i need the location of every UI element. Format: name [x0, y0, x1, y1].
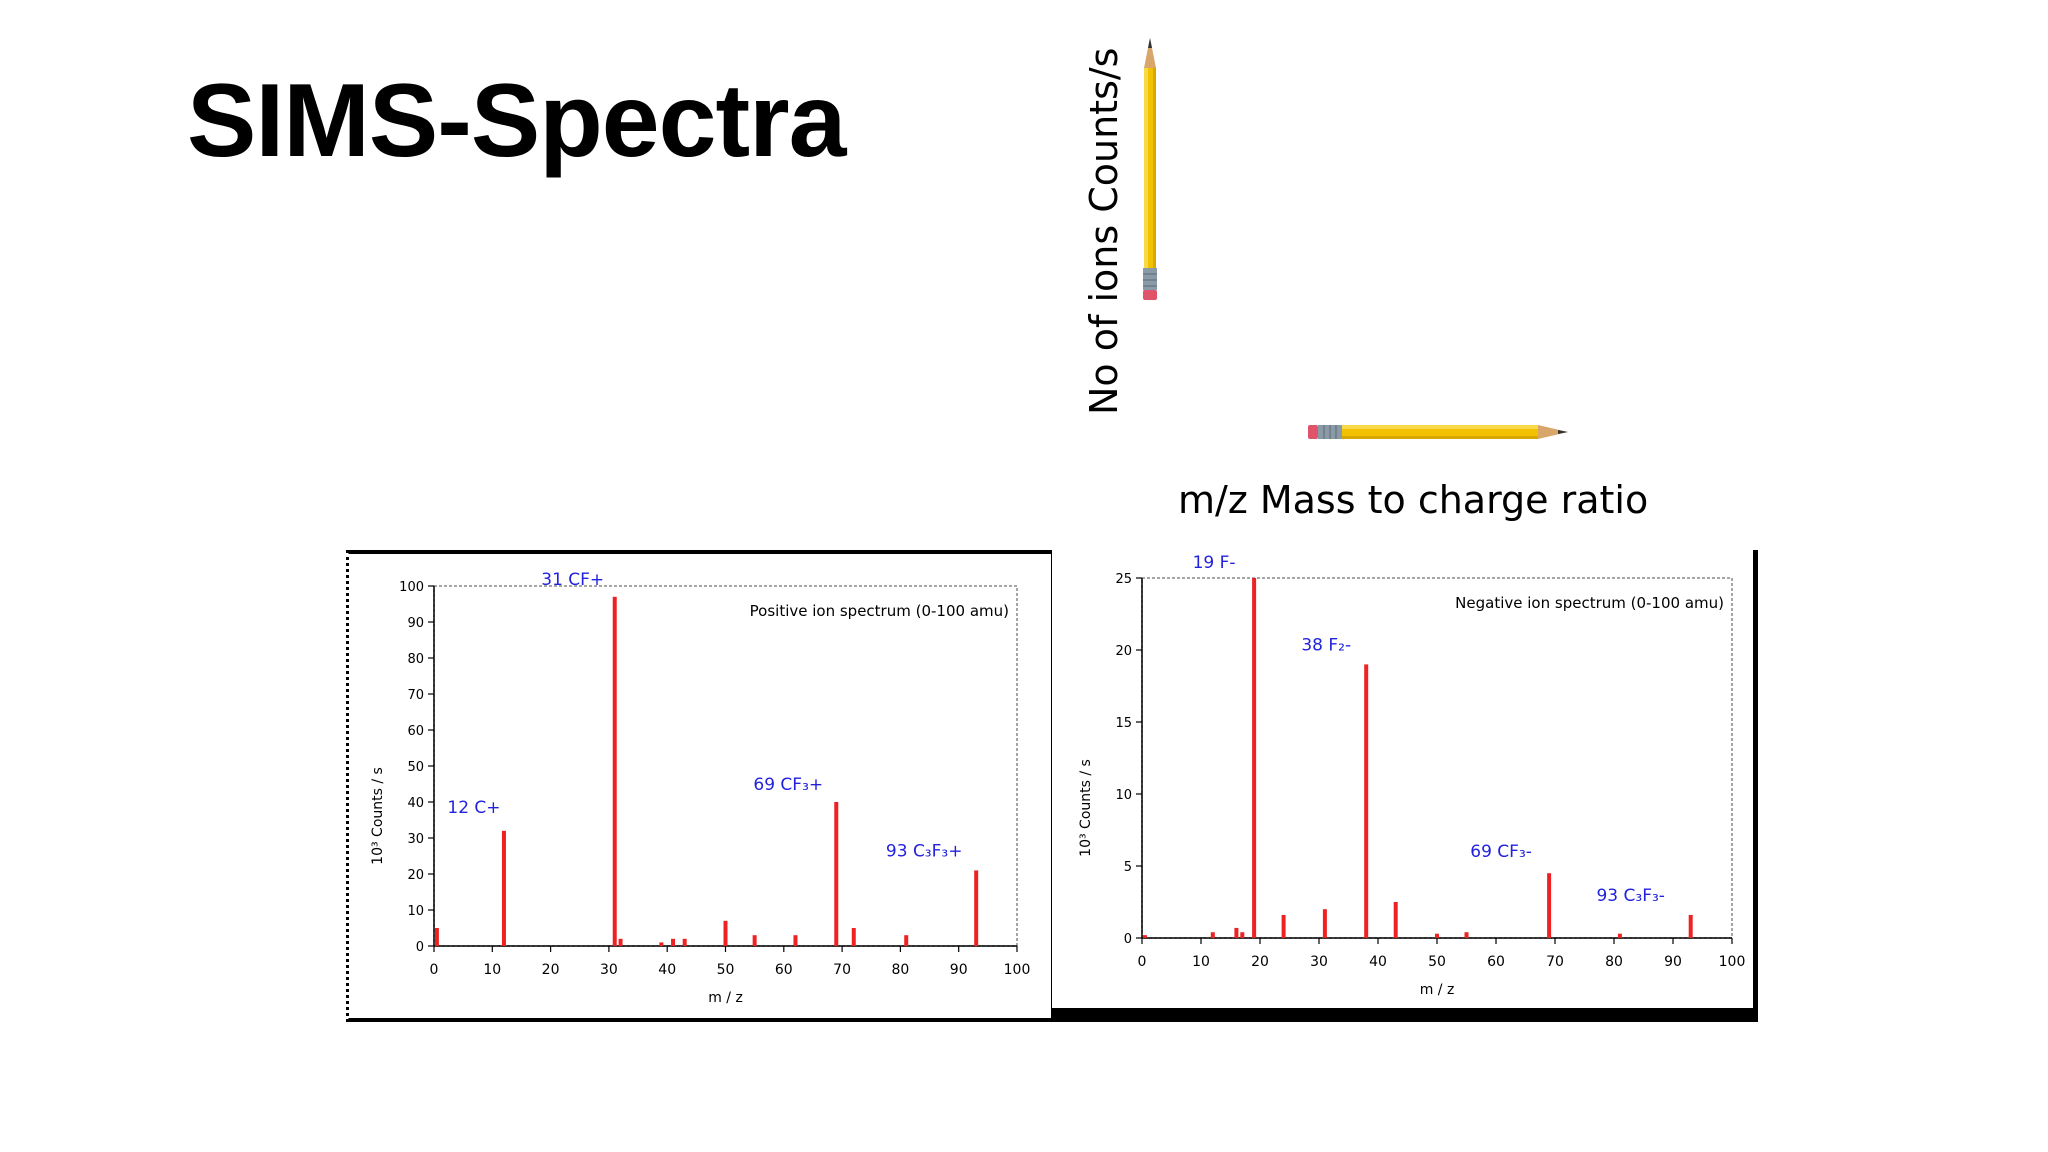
peak-annotation: 38 F₂- — [1301, 635, 1351, 655]
peak-bar — [1240, 932, 1245, 938]
x-tick-label: 100 — [1004, 962, 1031, 978]
x-tick-label: 70 — [1546, 954, 1564, 970]
peak-bar — [723, 920, 728, 946]
x-tick-label: 0 — [1138, 954, 1147, 970]
chart-title: Positive ion spectrum (0-100 amu) — [750, 602, 1009, 620]
x-tick-label: 80 — [891, 962, 909, 978]
x-tick-label: 30 — [600, 962, 618, 978]
x-tick-label: 0 — [430, 962, 439, 978]
peak-bar — [752, 935, 757, 946]
x-axis-label: m / z — [1420, 982, 1455, 998]
x-tick-label: 20 — [542, 962, 560, 978]
peak-annotation: 12 C+ — [447, 798, 500, 818]
peak-bar — [1322, 909, 1327, 938]
plot-frame — [433, 585, 1018, 947]
y-tick-label: 90 — [407, 616, 424, 631]
peak-bar — [834, 802, 839, 946]
peak-bar — [434, 928, 439, 946]
x-tick-label: 10 — [483, 962, 501, 978]
x-tick-label: 50 — [717, 962, 735, 978]
peak-bar — [974, 870, 979, 946]
peak-bar — [1210, 932, 1215, 938]
x-tick-label: 90 — [950, 962, 968, 978]
y-tick-label: 20 — [407, 868, 424, 883]
peak-annotation: 19 F- — [1193, 553, 1236, 573]
x-axis-caption: m/z Mass to charge ratio — [1178, 478, 1649, 522]
x-tick-label: 30 — [1310, 954, 1328, 970]
peak-annotation: 93 C₃F₃- — [1596, 886, 1664, 906]
positive-ion-spectrum-chart: 0 10 20 30 40 50 60 70 80 90 100 0 10 20 30 40 50 60 70 80 9… — [370, 570, 1031, 1006]
y-tick-label: 30 — [407, 832, 424, 847]
peak-bar — [1234, 927, 1239, 938]
x-tick-label: 60 — [775, 962, 793, 978]
peak-annotation: 69 CF₃+ — [753, 775, 823, 795]
x-tick-label: 90 — [1664, 954, 1682, 970]
peak-bar — [1464, 932, 1469, 938]
x-tick-label: 100 — [1719, 954, 1746, 970]
peak-bar — [1688, 914, 1693, 938]
peak-bar — [1142, 935, 1147, 938]
peak-bar — [793, 935, 798, 946]
y-tick-label: 10 — [1115, 788, 1132, 803]
peak-bar — [659, 942, 664, 946]
peak-bar — [1435, 933, 1439, 938]
y-tick-label: 50 — [407, 760, 424, 775]
pencil-horizontal-icon — [1308, 425, 1568, 439]
peak-bar — [618, 938, 623, 946]
positive-spectrum-panel: 0 10 20 30 40 50 60 70 80 90 100 0 10 20 30 40 50 60 70 80 9… — [346, 550, 1055, 1022]
peak-bar — [671, 938, 676, 946]
peak-annotation: 31 CF+ — [541, 570, 604, 590]
peak-annotation: 93 C₃F₃+ — [886, 841, 963, 861]
y-axis-caption: No of ions Counts/s — [1082, 47, 1126, 415]
plot-frame — [1141, 577, 1733, 939]
y-tick-label: 5 — [1124, 860, 1132, 875]
peak-annotation: 69 CF₃- — [1470, 842, 1532, 862]
peak-bar — [501, 830, 506, 946]
peak-bar — [1252, 578, 1257, 938]
x-tick-label: 20 — [1251, 954, 1269, 970]
pencil-vertical-icon — [1143, 38, 1157, 300]
y-tick-label: 10 — [407, 904, 424, 919]
y-tick-label: 0 — [1124, 932, 1132, 947]
peak-bar — [851, 928, 856, 946]
peak-bar — [904, 935, 909, 946]
y-tick-label: 25 — [1115, 572, 1132, 587]
y-tick-label: 60 — [407, 724, 424, 739]
y-axis-label: 10³ Counts / s — [370, 767, 386, 865]
y-tick-label: 100 — [399, 580, 424, 595]
x-tick-label: 40 — [1369, 954, 1387, 970]
x-tick-label: 40 — [658, 962, 676, 978]
negative-ion-spectrum-chart: 0 10 20 30 40 50 60 70 80 90 100 0 5 10 15 20 25 m / z 10³… — [1078, 553, 1746, 998]
y-tick-label: 40 — [407, 796, 424, 811]
x-tick-label: 60 — [1487, 954, 1505, 970]
peak-bar — [1393, 902, 1398, 938]
peak-bar — [1617, 933, 1622, 938]
y-tick-label: 0 — [416, 940, 424, 955]
x-tick-label: 80 — [1605, 954, 1623, 970]
chart-title: Negative ion spectrum (0-100 amu) — [1455, 594, 1724, 612]
peak-bar — [1281, 914, 1286, 938]
peak-bar — [682, 938, 687, 946]
negative-spectrum-panel: 0 10 20 30 40 50 60 70 80 90 100 0 5 10 15 20 25 m / z 10³… — [1052, 550, 1758, 1022]
x-tick-label: 10 — [1192, 954, 1210, 970]
y-tick-label: 15 — [1115, 716, 1132, 731]
x-tick-label: 70 — [833, 962, 851, 978]
x-tick-label: 50 — [1428, 954, 1446, 970]
y-tick-label: 80 — [407, 652, 424, 667]
y-tick-label: 20 — [1115, 644, 1132, 659]
peak-bar — [1547, 873, 1552, 938]
slide-title: SIMS-Spectra — [187, 63, 846, 179]
peak-bar — [1364, 664, 1369, 938]
x-axis-label: m / z — [708, 990, 743, 1006]
y-axis-label: 10³ Counts / s — [1078, 759, 1094, 857]
peak-bar — [612, 596, 617, 946]
y-tick-label: 70 — [407, 688, 424, 703]
